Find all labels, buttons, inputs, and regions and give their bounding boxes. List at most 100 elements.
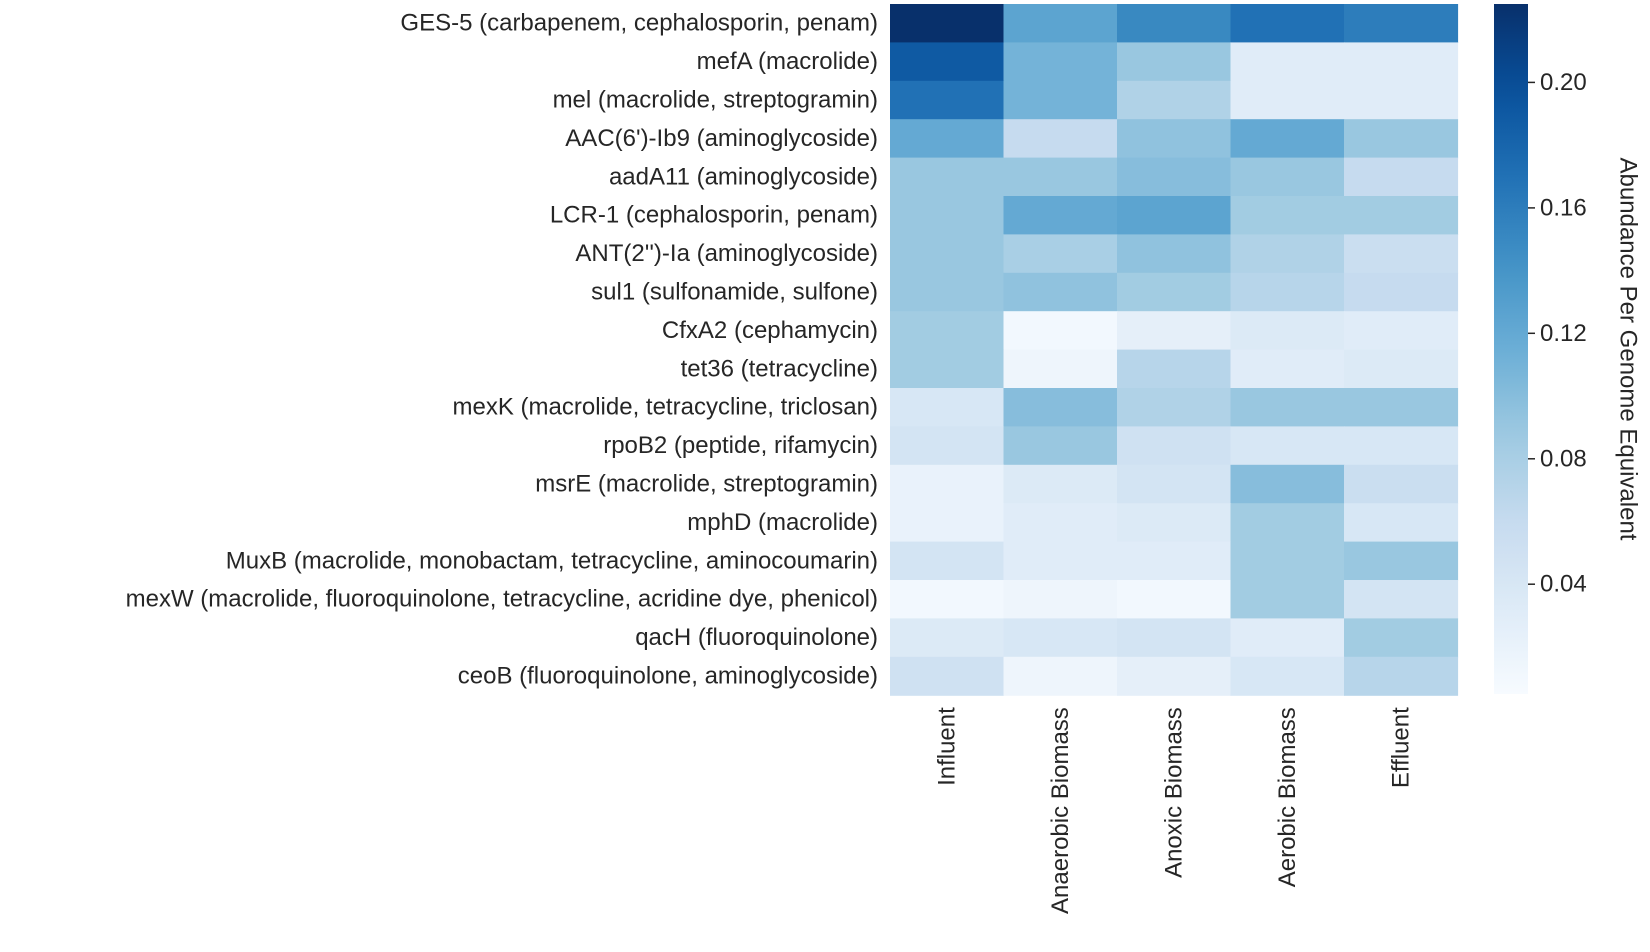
heatmap-cell <box>1344 580 1459 619</box>
row-label: ANT(2'')-Ia (aminoglycoside) <box>575 240 878 267</box>
heatmap-cell <box>1003 80 1118 120</box>
column-label: Aerobic Biomass <box>1274 707 1301 887</box>
heatmap-cell <box>1117 426 1232 466</box>
heatmap-cell <box>1117 541 1232 581</box>
heatmap-cell <box>1003 4 1118 43</box>
heatmap-cell <box>1230 656 1345 696</box>
colorbar-tick-label: 0.04 <box>1540 571 1587 598</box>
heatmap-cell <box>1230 426 1345 466</box>
heatmap-cell <box>1344 4 1459 43</box>
row-label: ceoB (fluoroquinolone, aminoglycoside) <box>458 663 878 690</box>
heatmap-cells <box>890 4 1459 696</box>
row-label: rpoB2 (peptide, rifamycin) <box>603 432 878 459</box>
heatmap-cell <box>1344 80 1459 120</box>
heatmap-cell <box>1003 656 1118 696</box>
heatmap-cell <box>1117 656 1232 696</box>
heatmap-cell <box>1344 503 1459 543</box>
row-label: GES-5 (carbapenem, cephalosporin, penam) <box>400 10 878 37</box>
heatmap-cell <box>890 311 1005 351</box>
heatmap-cell <box>1003 580 1118 619</box>
heatmap-cell <box>1117 388 1232 427</box>
heatmap-cell <box>1003 426 1118 466</box>
heatmap-cell <box>1003 234 1118 274</box>
heatmap-cell <box>1003 272 1118 312</box>
colorbar-tick-label: 0.20 <box>1540 69 1587 96</box>
column-label: Anaerobic Biomass <box>1047 707 1074 914</box>
heatmap-cell <box>890 272 1005 312</box>
heatmap-cell <box>890 80 1005 120</box>
heatmap-cell <box>1230 503 1345 543</box>
heatmap-cell <box>890 234 1005 274</box>
row-label: mexK (macrolide, tetracycline, triclosan… <box>453 394 878 421</box>
heatmap-cell <box>1344 196 1459 235</box>
row-label: sul1 (sulfonamide, sulfone) <box>591 279 878 306</box>
colorbar-gradient <box>1494 4 1528 694</box>
colorbar-ticks: 0.04 0.08 0.12 0.16 0.20 <box>1528 69 1587 598</box>
column-labels: Influent Anaerobic Biomass Anoxic Biomass A… <box>933 707 1414 914</box>
row-label: msrE (macrolide, streptogramin) <box>535 471 878 498</box>
heatmap-cell <box>1117 42 1232 82</box>
colorbar-title: Abundance Per Genome Equivalent <box>1615 158 1642 541</box>
heatmap-cell <box>1117 4 1232 43</box>
row-label: mel (macrolide, streptogramin) <box>553 87 878 114</box>
heatmap-cell <box>1117 80 1232 120</box>
heatmap-cell <box>1003 311 1118 351</box>
heatmap-cell <box>1003 196 1118 235</box>
heatmap-cell <box>1344 311 1459 351</box>
heatmap-cell <box>1230 311 1345 351</box>
heatmap-cell <box>1344 42 1459 82</box>
row-label: tet36 (tetracycline) <box>681 355 878 382</box>
heatmap-cell <box>1230 541 1345 581</box>
colorbar-tick-label: 0.12 <box>1540 320 1587 347</box>
column-label: Effluent <box>1387 707 1414 788</box>
row-labels: GES-5 (carbapenem, cephalosporin, penam)… <box>126 10 878 690</box>
heatmap-cell <box>890 656 1005 696</box>
column-label: Anoxic Biomass <box>1160 707 1187 878</box>
heatmap-cell <box>1344 464 1459 504</box>
heatmap-cell <box>890 42 1005 82</box>
row-label: mphD (macrolide) <box>687 509 878 536</box>
heatmap-cell <box>1003 42 1118 82</box>
heatmap-cell <box>1230 580 1345 619</box>
heatmap-cell <box>1117 349 1232 389</box>
row-label: LCR-1 (cephalosporin, penam) <box>550 202 878 229</box>
row-label: MuxB (macrolide, monobactam, tetracyclin… <box>226 547 878 574</box>
heatmap-cell <box>1344 272 1459 312</box>
heatmap-cell <box>1344 656 1459 696</box>
heatmap-cell <box>1230 80 1345 120</box>
heatmap-cell <box>1003 464 1118 504</box>
heatmap-cell <box>1117 157 1232 197</box>
heatmap-cell <box>890 4 1005 43</box>
heatmap-cell <box>890 426 1005 466</box>
heatmap-cell <box>1117 464 1232 504</box>
heatmap-cell <box>890 580 1005 619</box>
heatmap-cell <box>1344 119 1459 159</box>
heatmap-cell <box>1003 388 1118 427</box>
heatmap-cell <box>890 388 1005 427</box>
heatmap-cell <box>1344 234 1459 274</box>
heatmap-cell <box>1230 42 1345 82</box>
row-label: AAC(6')-Ib9 (aminoglycoside) <box>565 125 878 152</box>
heatmap-cell <box>890 464 1005 504</box>
heatmap-cell <box>1003 618 1118 658</box>
colorbar-tick-label: 0.16 <box>1540 194 1587 221</box>
heatmap-cell <box>1230 388 1345 427</box>
heatmap-cell <box>1230 234 1345 274</box>
heatmap-cell <box>1117 234 1232 274</box>
heatmap-cell <box>1117 580 1232 619</box>
heatmap-cell <box>890 157 1005 197</box>
heatmap-cell <box>1117 618 1232 658</box>
row-label: aadA11 (aminoglycoside) <box>609 163 878 190</box>
heatmap-cell <box>890 503 1005 543</box>
heatmap-cell <box>890 541 1005 581</box>
heatmap-cell <box>1230 119 1345 159</box>
heatmap-cell <box>890 349 1005 389</box>
row-label: mexW (macrolide, fluoroquinolone, tetrac… <box>126 586 878 613</box>
heatmap-cell <box>1117 196 1232 235</box>
row-label: mefA (macrolide) <box>697 48 878 75</box>
heatmap-cell <box>1003 119 1118 159</box>
heatmap-cell <box>1344 618 1459 658</box>
heatmap-cell <box>890 119 1005 159</box>
heatmap-cell <box>1003 503 1118 543</box>
